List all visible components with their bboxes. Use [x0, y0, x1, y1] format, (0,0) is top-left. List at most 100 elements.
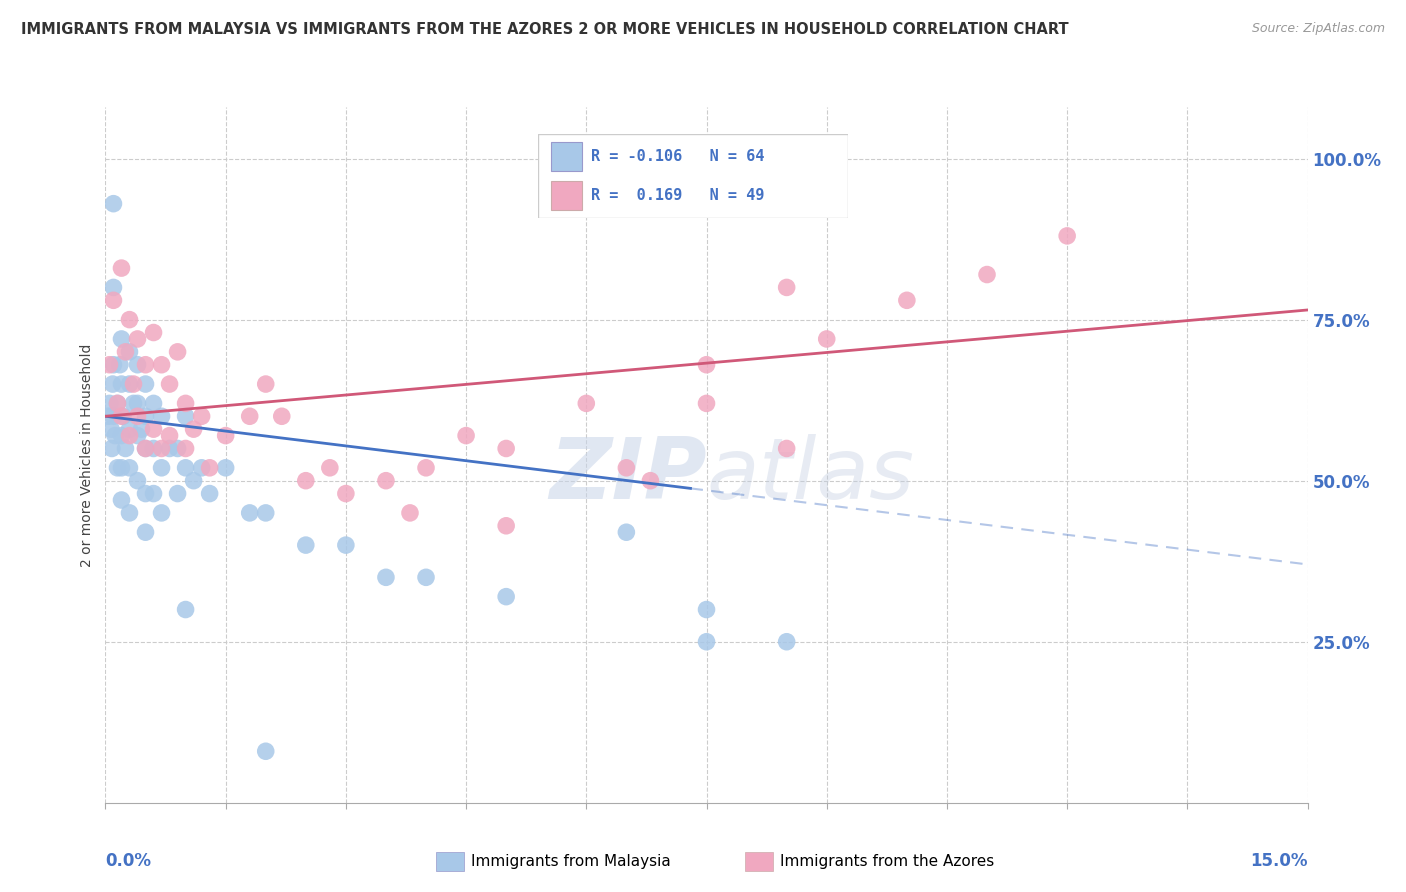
Point	[159, 428, 181, 442]
Point	[110, 409, 132, 424]
Text: R =  0.169   N = 49: R = 0.169 N = 49	[591, 188, 765, 203]
Point	[696, 396, 718, 410]
Point	[640, 474, 662, 488]
Point	[135, 377, 157, 392]
Point	[127, 409, 149, 424]
Text: Immigrants from Malaysia: Immigrants from Malaysia	[471, 855, 671, 869]
Point	[174, 409, 197, 424]
Bar	[551, 142, 582, 171]
Point	[174, 460, 197, 475]
Point	[114, 344, 136, 359]
Point	[142, 326, 165, 340]
Point	[122, 377, 145, 392]
Point	[214, 428, 236, 442]
Point	[142, 442, 165, 456]
Point	[98, 396, 121, 410]
Point	[108, 358, 131, 372]
Point	[696, 634, 718, 648]
Point	[101, 442, 124, 456]
Point	[696, 602, 718, 616]
Point	[104, 428, 127, 442]
Point	[1056, 228, 1078, 243]
Point	[239, 409, 262, 424]
Point	[190, 460, 212, 475]
Point	[110, 428, 132, 442]
Text: 15.0%: 15.0%	[1250, 852, 1308, 870]
Point	[166, 486, 188, 500]
Text: Source: ZipAtlas.com: Source: ZipAtlas.com	[1251, 22, 1385, 36]
Point	[696, 358, 718, 372]
Point	[135, 442, 157, 456]
Point	[575, 396, 598, 410]
Point	[616, 460, 638, 475]
Text: ZIP: ZIP	[548, 434, 707, 517]
Point	[114, 442, 136, 456]
Point	[335, 538, 357, 552]
Text: atlas: atlas	[707, 434, 914, 517]
Point	[97, 409, 120, 424]
Point	[118, 312, 141, 326]
Point	[159, 442, 181, 456]
Point	[815, 332, 838, 346]
Point	[150, 506, 173, 520]
Point	[142, 396, 165, 410]
Point	[776, 634, 799, 648]
Point	[415, 460, 437, 475]
Point	[415, 570, 437, 584]
Point	[118, 344, 141, 359]
Point	[198, 486, 221, 500]
Bar	[551, 181, 582, 210]
Point	[122, 396, 145, 410]
Point	[335, 486, 357, 500]
Point	[174, 442, 197, 456]
Y-axis label: 2 or more Vehicles in Household: 2 or more Vehicles in Household	[80, 343, 94, 566]
Point	[118, 422, 141, 436]
Point	[295, 538, 318, 552]
Point	[110, 377, 132, 392]
Point	[896, 293, 918, 308]
Point	[776, 442, 799, 456]
Point	[127, 358, 149, 372]
Point	[495, 590, 517, 604]
Point	[110, 261, 132, 276]
Point	[110, 332, 132, 346]
Point	[374, 474, 398, 488]
Point	[118, 506, 141, 520]
Point	[131, 422, 153, 436]
Point	[976, 268, 998, 282]
Point	[174, 396, 197, 410]
Point	[107, 396, 129, 410]
Point	[190, 409, 212, 424]
Point	[150, 442, 173, 456]
Point	[174, 602, 197, 616]
Point	[214, 460, 236, 475]
Point	[118, 428, 141, 442]
Point	[399, 506, 422, 520]
Point	[110, 493, 132, 508]
Point	[127, 332, 149, 346]
Point	[101, 377, 124, 392]
Point	[127, 428, 149, 442]
Point	[103, 409, 125, 424]
Point	[107, 396, 129, 410]
Point	[166, 344, 188, 359]
Point	[454, 428, 477, 442]
Point	[103, 280, 125, 294]
Point	[295, 474, 318, 488]
Point	[319, 460, 342, 475]
Point	[98, 358, 121, 372]
Point	[127, 474, 149, 488]
Point	[776, 280, 799, 294]
Point	[183, 474, 205, 488]
Text: IMMIGRANTS FROM MALAYSIA VS IMMIGRANTS FROM THE AZORES 2 OR MORE VEHICLES IN HOU: IMMIGRANTS FROM MALAYSIA VS IMMIGRANTS F…	[21, 22, 1069, 37]
Point	[254, 744, 277, 758]
Point	[150, 409, 173, 424]
Point	[103, 196, 125, 211]
Point	[118, 460, 141, 475]
Point	[142, 486, 165, 500]
Point	[183, 422, 205, 436]
Point	[135, 525, 157, 540]
Point	[107, 460, 129, 475]
Text: Immigrants from the Azores: Immigrants from the Azores	[780, 855, 994, 869]
Point	[150, 358, 173, 372]
